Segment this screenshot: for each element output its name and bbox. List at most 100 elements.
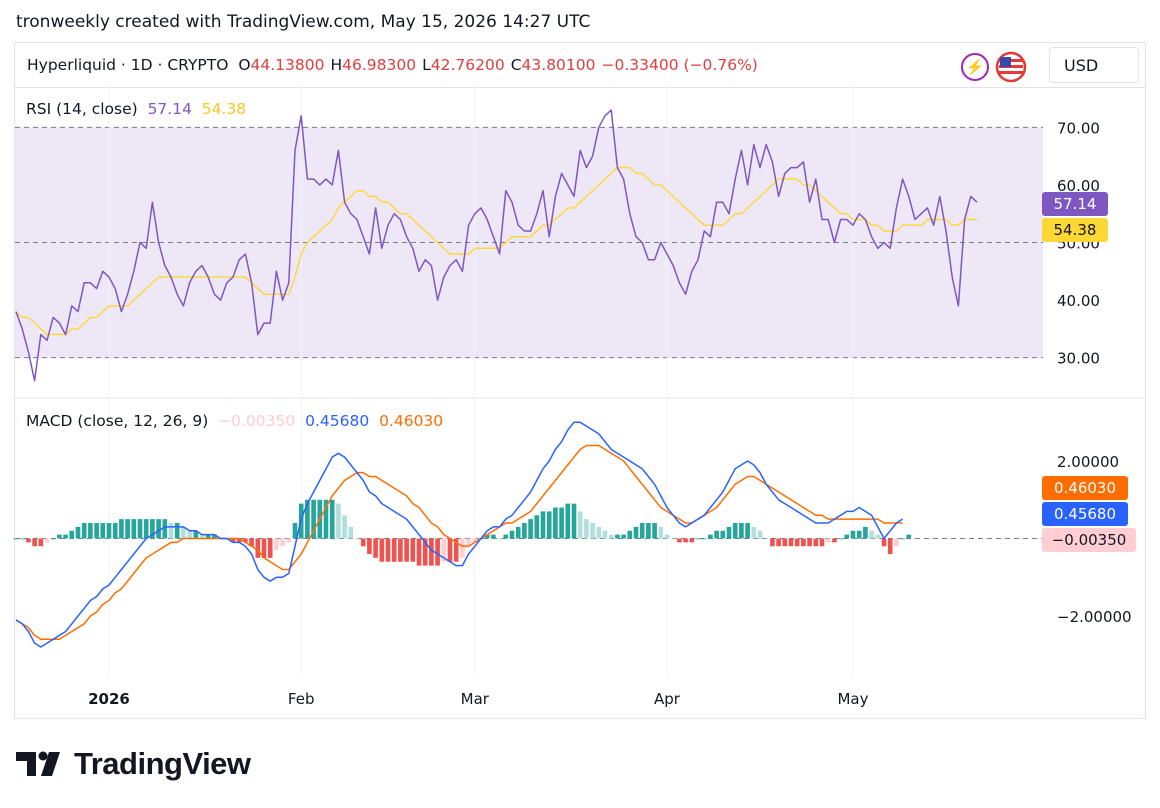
histogram-bar <box>627 530 633 539</box>
histogram-bar <box>646 523 651 539</box>
high-label: H <box>330 56 343 74</box>
histogram-bar <box>701 538 707 540</box>
histogram-bar <box>875 534 881 539</box>
hist-price-tag: −0.00350 <box>1042 528 1136 552</box>
histogram-bar <box>794 538 800 547</box>
histogram-bar <box>825 538 831 543</box>
rsi-line <box>15 109 978 382</box>
histogram-bar <box>422 538 428 566</box>
histogram-bar <box>894 538 899 547</box>
histogram-bar <box>441 538 447 562</box>
histogram-bar <box>26 538 31 543</box>
histogram-bar <box>249 538 254 547</box>
low-label: L <box>422 56 431 74</box>
x-tick-label: Mar <box>461 690 490 708</box>
signal-price-tag: 0.46030 <box>1042 476 1128 500</box>
histogram-bar <box>329 499 335 539</box>
histogram-bar <box>32 538 37 547</box>
currency-selector[interactable]: USD <box>1049 47 1139 83</box>
macd-legend-label: MACD (close, 12, 26, 9) <box>26 412 209 430</box>
histogram-bar <box>311 499 316 539</box>
rsi-ma-price-tag: 54.38 <box>1042 218 1108 242</box>
histogram-bar <box>410 538 416 562</box>
close-label: C <box>510 56 522 74</box>
histogram-bar <box>50 538 56 540</box>
histogram-bar <box>838 538 843 540</box>
histogram-bar <box>615 534 620 539</box>
histogram-bar <box>404 538 409 562</box>
histogram-bar <box>112 523 118 539</box>
histogram-bar <box>119 519 124 539</box>
macd-histogram <box>13 499 912 566</box>
macd-legend[interactable]: MACD (close, 12, 26, 9) −0.00350 0.45680… <box>26 412 443 430</box>
histogram-bar <box>137 519 143 539</box>
histogram-bar <box>391 538 397 562</box>
histogram-bar <box>732 523 738 539</box>
histogram-bar <box>125 519 130 539</box>
histogram-bar <box>850 530 856 539</box>
rsi-y-tick: 40.00 <box>1057 292 1100 310</box>
histogram-bar <box>286 538 292 543</box>
histogram-bar <box>887 538 893 554</box>
symbol-label: Hyperliquid · 1D · CRYPTO <box>27 56 229 74</box>
histogram-bar <box>156 519 161 539</box>
rsi-legend[interactable]: RSI (14, close) 57.14 54.38 <box>26 100 246 118</box>
histogram-bar <box>63 534 68 539</box>
histogram-bar <box>776 538 781 547</box>
chart-caption: tronweekly created with TradingView.com,… <box>16 12 591 32</box>
histogram-bar <box>19 538 25 540</box>
histogram-bar <box>491 534 496 539</box>
rsi-ma-line <box>15 166 977 336</box>
histogram-bar <box>274 538 279 551</box>
histogram-bar <box>751 526 757 539</box>
tradingview-logo[interactable]: TradingView <box>16 746 251 782</box>
histogram-bar <box>677 538 682 543</box>
ohlc-legend[interactable]: Hyperliquid · 1D · CRYPTO O44.13800 H46.9… <box>27 56 764 74</box>
histogram-bar <box>336 503 341 539</box>
histogram-bar <box>435 538 440 566</box>
histogram-bar <box>584 519 589 539</box>
histogram-bar <box>652 523 657 539</box>
histogram-bar <box>88 523 93 539</box>
us-flag-icon[interactable] <box>993 51 1029 83</box>
histogram-bar <box>540 511 546 539</box>
rsi-price-tag: 57.14 <box>1042 192 1108 216</box>
histogram-bar <box>360 538 366 547</box>
histogram-bar <box>863 526 868 539</box>
histogram-bar <box>94 523 99 539</box>
histogram-bar <box>466 538 471 547</box>
histogram-bar <box>844 534 850 539</box>
histogram-bar <box>453 538 459 562</box>
histogram-bar <box>577 511 583 539</box>
histogram-bar <box>230 538 236 543</box>
histogram-bar <box>100 523 106 539</box>
histogram-bar <box>280 538 285 547</box>
histogram-bar <box>869 530 874 539</box>
histogram-bar <box>664 534 670 539</box>
histogram-bar <box>323 499 329 539</box>
histogram-bar <box>515 526 521 539</box>
histogram-bar <box>379 538 385 562</box>
histogram-bar <box>546 511 552 539</box>
histogram-bar <box>900 538 905 540</box>
histogram-bar <box>720 530 726 539</box>
histogram-bar <box>633 526 639 539</box>
histogram-bar <box>472 538 478 543</box>
symbol-header: Hyperliquid · 1D · CRYPTO O44.13800 H46.9… <box>15 43 1145 88</box>
x-tick-label: 2026 <box>88 690 130 708</box>
histogram-bar <box>106 523 112 539</box>
chart-frame: Hyperliquid · 1D · CRYPTO O44.13800 H46.9… <box>14 42 1146 719</box>
histogram-bar <box>695 538 701 540</box>
histogram-bar <box>503 534 509 539</box>
histogram-bar <box>150 519 155 539</box>
histogram-bar <box>683 538 688 543</box>
histogram-bar <box>726 526 732 539</box>
histogram-bar <box>522 523 527 539</box>
lightning-icon[interactable]: ⚡ <box>961 53 989 81</box>
histogram-bar <box>559 507 564 539</box>
histogram-bar <box>596 526 602 539</box>
histogram-bar <box>770 538 775 547</box>
histogram-bar <box>38 538 44 547</box>
histogram-bar <box>782 538 788 547</box>
histogram-bar <box>162 519 168 539</box>
